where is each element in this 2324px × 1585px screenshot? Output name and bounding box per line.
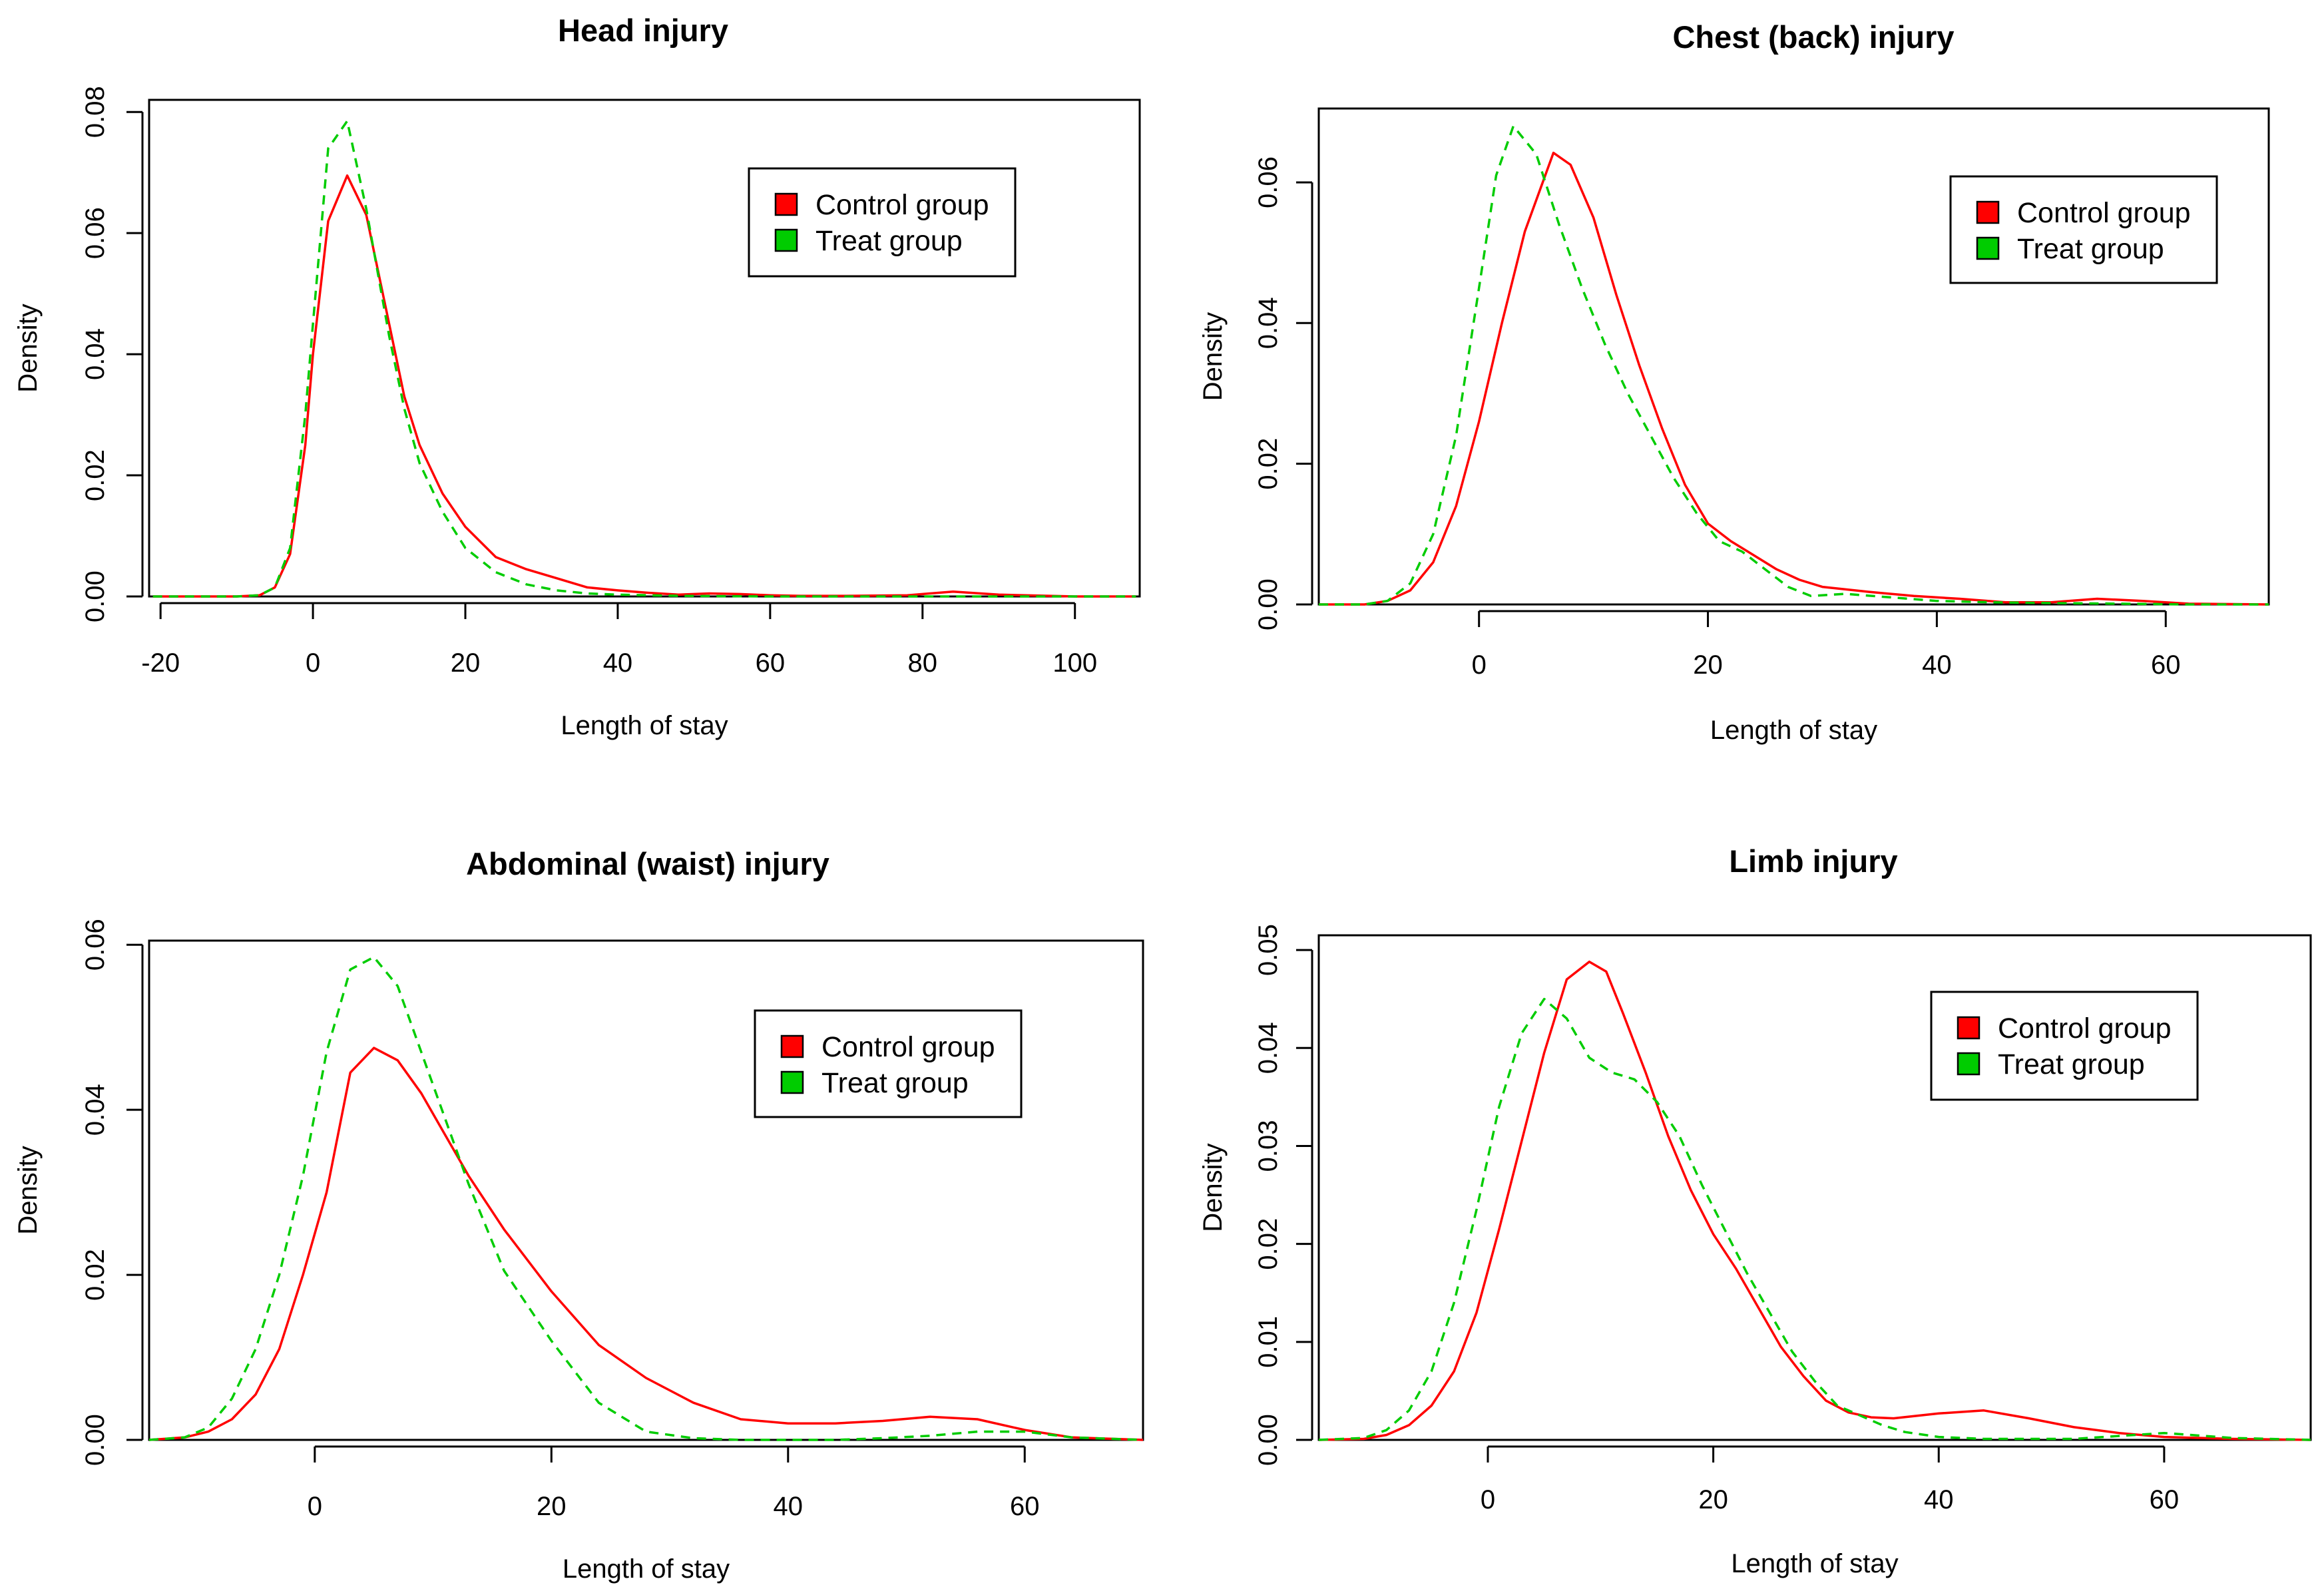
x-tick-label: 60: [2151, 650, 2181, 680]
series-line-treat-group: [152, 120, 1136, 598]
y-tick-label: 0.02: [1254, 438, 1283, 490]
legend: Control group Treat group: [748, 167, 1017, 278]
y-axis-label: Density: [13, 1146, 43, 1234]
x-axis-label: Length of stay: [1710, 716, 1877, 745]
y-tick-label: 0.00: [1254, 578, 1283, 630]
legend: Control group Treat group: [1949, 175, 2218, 284]
y-tick-label: 0.02: [81, 1249, 110, 1301]
legend-label-control-group: Control group: [2017, 197, 2191, 229]
y-tick-label: 0.00: [1254, 1414, 1283, 1466]
chart-title: Limb injury: [1729, 843, 1897, 879]
x-tick-label: 20: [1698, 1485, 1728, 1514]
y-axis: 0.00 0.02 0.04 0.06: [81, 919, 144, 1466]
legend-label-control-group: Control group: [1998, 1013, 2172, 1044]
chart-title: Head injury: [558, 13, 728, 48]
plot-frame: [1317, 934, 2312, 1441]
y-tick-label: 0.06: [1254, 156, 1283, 208]
series-line-treat-group: [148, 956, 1144, 1441]
x-tick-label: 100: [1052, 648, 1097, 678]
y-axis: 0.00 0.02 0.04 0.06: [1254, 156, 1313, 630]
y-axis: 0.00 0.02 0.04 0.06 0.08: [81, 86, 144, 622]
y-tick-label: 0.06: [81, 207, 110, 259]
legend-label-treat-group: Treat group: [821, 1067, 969, 1099]
legend-swatch-treat-group: [1957, 1052, 1980, 1076]
x-tick-label: 80: [908, 648, 938, 678]
legend-box: [748, 167, 1017, 278]
x-tick-label: 60: [2150, 1485, 2180, 1514]
x-tick-label: 40: [1924, 1485, 1954, 1514]
y-tick-label: 0.02: [1254, 1218, 1283, 1270]
x-axis-label: Length of stay: [561, 711, 728, 740]
legend-label-treat-group: Treat group: [2017, 233, 2164, 265]
plot-frame: [1317, 107, 2270, 606]
x-tick-label: -20: [141, 648, 180, 678]
legend: Control group Treat group: [1930, 991, 2199, 1101]
legend-swatch-treat-group: [780, 1070, 804, 1094]
plot-frame: [148, 939, 1144, 1441]
x-axis: 0 20 40 60: [1481, 1445, 2180, 1514]
y-tick-label: 0.01: [1254, 1316, 1283, 1368]
legend-box: [1949, 175, 2218, 284]
x-tick-label: 0: [306, 648, 320, 678]
legend-swatch-control-group: [774, 192, 798, 216]
legend-box: [1930, 991, 2199, 1101]
plot-frame: [148, 99, 1141, 598]
y-axis-label: Density: [13, 304, 43, 392]
x-tick-label: 60: [756, 648, 786, 678]
x-tick-label: 40: [603, 648, 633, 678]
chart-title: Chest (back) injury: [1672, 19, 1954, 55]
x-tick-label: 20: [1693, 650, 1723, 680]
series-line-control-group: [152, 174, 1136, 598]
x-axis: 0 20 40 60: [1472, 610, 2181, 680]
legend-label-control-group: Control group: [821, 1031, 995, 1063]
y-tick-label: 0.04: [1254, 297, 1283, 349]
legend-label-control-group: Control group: [815, 189, 989, 221]
y-tick-label: 0.00: [81, 570, 110, 622]
x-tick-label: 40: [774, 1492, 804, 1521]
x-axis: -20 0 20 40 60 80 100: [141, 602, 1097, 678]
series-line-treat-group: [1318, 997, 2311, 1441]
series-line-control-group: [148, 1046, 1144, 1441]
y-axis-label: Density: [1198, 1143, 1228, 1232]
series-line-control-group: [1319, 151, 2269, 606]
y-tick-label: 0.03: [1254, 1120, 1283, 1172]
legend-swatch-control-group: [1957, 1016, 1980, 1040]
x-axis: 0 20 40 60: [308, 1445, 1040, 1521]
legend: Control group Treat group: [754, 1009, 1023, 1118]
y-tick-label: 0.06: [81, 919, 110, 971]
series-line-control-group: [1318, 960, 2311, 1441]
y-tick-label: 0.02: [81, 449, 110, 501]
y-tick-label: 0.08: [81, 86, 110, 138]
y-tick-label: 0.04: [81, 1084, 110, 1136]
x-axis-label: Length of stay: [563, 1554, 730, 1584]
y-tick-label: 0.05: [1254, 924, 1283, 976]
x-tick-label: 20: [537, 1492, 567, 1521]
legend-label-treat-group: Treat group: [815, 225, 963, 257]
x-tick-label: 0: [1481, 1485, 1495, 1514]
legend-label-treat-group: Treat group: [1998, 1048, 2145, 1080]
chart-title: Abdominal (waist) injury: [466, 846, 829, 881]
chart-panel-1: Head injury-20 0 20 40 60 80 1000.000.020.040.…: [13, 13, 1141, 740]
legend-swatch-treat-group: [774, 228, 798, 252]
x-tick-label: 40: [1922, 650, 1952, 680]
y-tick-label: 0.04: [1254, 1022, 1283, 1074]
y-tick-label: 0.04: [81, 328, 110, 380]
legend-swatch-treat-group: [1976, 236, 2000, 260]
x-tick-label: 0: [308, 1492, 322, 1521]
x-tick-label: 20: [451, 648, 481, 678]
x-tick-label: 60: [1010, 1492, 1040, 1521]
x-tick-label: 0: [1472, 650, 1487, 680]
y-tick-label: 0.00: [81, 1414, 110, 1466]
legend-swatch-control-group: [780, 1034, 804, 1058]
y-axis-label: Density: [1198, 312, 1228, 401]
legend-box: [754, 1009, 1023, 1118]
y-axis: 0.00 0.01 0.02 0.03 0.04 0.05: [1254, 924, 1313, 1466]
x-axis-label: Length of stay: [1731, 1549, 1898, 1578]
series-line-treat-group: [1319, 124, 2269, 606]
legend-swatch-control-group: [1976, 200, 2000, 224]
